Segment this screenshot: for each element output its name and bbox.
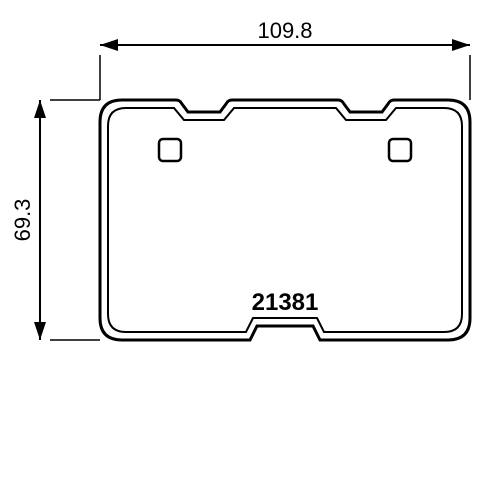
width-dimension-label: 109.8 — [257, 18, 312, 43]
part-number-label: 21381 — [252, 289, 319, 316]
arrow-top — [34, 100, 46, 118]
arrow-left — [100, 39, 118, 51]
top-dimension: 109.8 — [100, 18, 470, 100]
height-dimension-label: 69.3 — [10, 199, 35, 242]
arrow-right — [452, 39, 470, 51]
technical-drawing: 109.8 69.3 21381 — [0, 0, 500, 500]
mounting-hole-right — [389, 139, 411, 161]
arrow-bottom — [34, 322, 46, 340]
mounting-hole-left — [159, 139, 181, 161]
left-dimension: 69.3 — [10, 100, 100, 340]
